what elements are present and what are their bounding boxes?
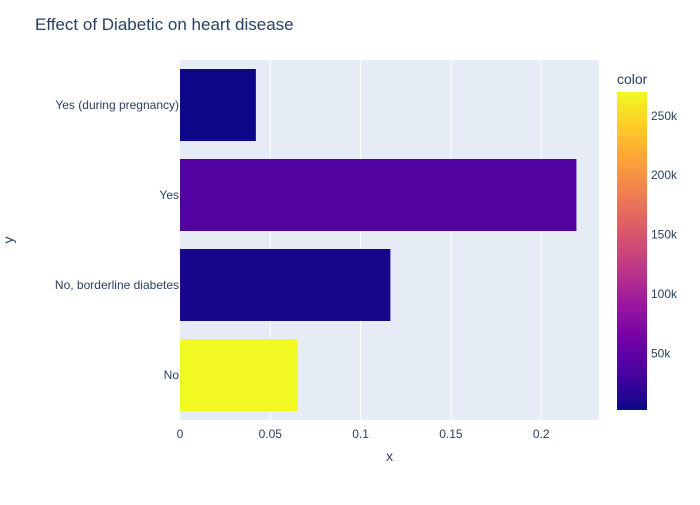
colorbar-title: color [617,71,648,87]
y-tick-label: Yes (during pregnancy) [55,98,179,112]
y-tick-label: No [164,368,180,382]
colorbar-tick-label: 250k [651,109,678,123]
bar [180,339,298,411]
colorbar-tick-labels: 50k 100k 150k 200k 250k [651,109,678,361]
colorbar-tick-label: 150k [651,228,678,242]
colorbar-tick-label: 50k [651,347,671,361]
x-tick-label: 0 [177,427,184,441]
y-axis-title: y [0,237,16,244]
colorbar-gradient [617,92,647,410]
colorbar: color 50k 100k 150k 200k 250k [617,71,678,410]
colorbar-tick-label: 200k [651,168,678,182]
x-axis-title: x [386,448,393,464]
y-tick-label: No, borderline diabetes [55,278,179,292]
chart-title: Effect of Diabetic on heart disease [35,15,294,34]
bar [180,69,256,141]
y-tick-label: Yes [159,188,179,202]
x-tick-label: 0.05 [259,427,283,441]
x-tick-label: 0.15 [439,427,463,441]
bar [180,159,577,231]
x-tick-labels: 0 0.05 0.1 0.15 0.2 [177,427,550,441]
bar [180,249,391,321]
x-tick-label: 0.2 [533,427,550,441]
y-tick-labels: No No, borderline diabetes Yes Yes (during … [55,98,179,382]
x-tick-label: 0.1 [352,427,369,441]
bars [180,69,577,411]
colorbar-tick-label: 100k [651,287,678,301]
